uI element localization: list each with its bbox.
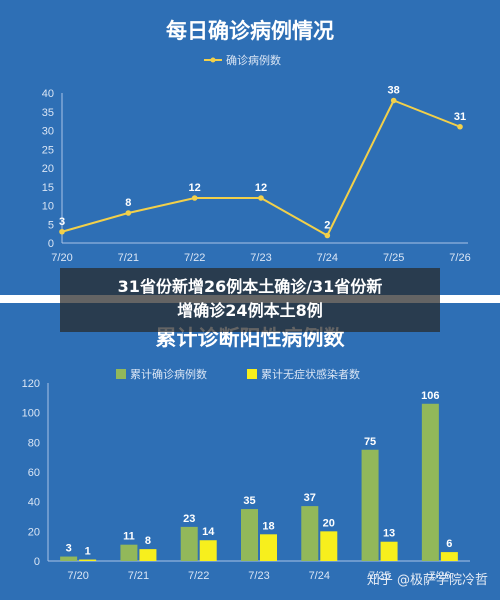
bar-asymptomatic-label: 1 [85,546,91,558]
bar-x-tick-label: 7/25 [369,570,390,582]
bar-y-tick-label: 100 [22,408,40,420]
line-y-tick-label: 5 [48,219,54,231]
line-y-tick-label: 10 [42,201,54,213]
bar-confirmed-label: 37 [304,492,316,504]
bar-y-tick-label: 80 [28,437,40,449]
bar-y-tick-label: 120 [22,378,40,390]
bar-asymptomatic [199,540,217,561]
line-legend-marker [210,57,216,63]
line-point [457,123,463,130]
bar-asymptomatic [139,549,157,561]
line-y-tick-label: 20 [42,163,54,175]
bar-confirmed [361,449,379,561]
bar-confirmed [301,506,319,561]
bar-confirmed [421,403,439,561]
bar-x-tick-label: 7/23 [248,570,269,582]
bar-asymptomatic [320,531,338,561]
line-data-label: 12 [255,182,267,194]
bar-asymptomatic [79,559,97,561]
bar-y-tick-label: 0 [34,556,40,568]
line-x-tick-label: 7/22 [184,252,205,264]
bar-confirmed-label: 3 [66,543,72,555]
bar-asymptomatic-label: 8 [145,535,151,547]
bar-confirmed [180,526,198,561]
line-point [125,210,132,216]
bar-confirmed [120,544,138,561]
bar-legend-swatch-confirmed [116,369,126,379]
line-y-tick-label: 15 [42,182,54,194]
bar-confirmed-label: 106 [421,390,439,402]
line-point [258,195,264,201]
line-y-tick-label: 0 [48,238,54,250]
bar-y-tick-label: 60 [28,467,40,479]
line-chart-axes: 0 5 10 15 20 25 30 35 40 7/20 7/21 7/22 7/23 7/24 7/25… [42,88,471,264]
line-data-label: 38 [388,85,400,97]
bar-x-tick-label: 7/20 [67,570,88,582]
bar-y-tick-label: 20 [28,526,40,538]
bar-confirmed-label: 75 [364,436,376,448]
bar-asymptomatic [260,534,277,561]
line-y-tick-label: 35 [42,107,54,119]
headline-caption: 31省份新增26例本土确诊/31省份新 增确诊24例本土8例 [60,268,440,332]
bar-x-tick-label: 7/24 [309,570,330,582]
daily-cases-line-chart: 每日确诊病例情况 确诊病例数 0 5 10 15 20 25 30 35 40 7/20 7/21 7… [42,19,471,264]
line-x-tick-label: 7/20 [51,252,72,264]
bar-asymptomatic-label: 14 [202,526,215,538]
line-data-label: 12 [189,182,201,194]
bar-confirmed-label: 35 [243,495,255,507]
line-y-tick-label: 30 [42,126,54,138]
bar-x-tick-label: 7/22 [188,570,209,582]
bar-asymptomatic-label: 20 [323,517,335,529]
bar-y-tick-label: 40 [28,497,40,509]
line-x-tick-label: 7/25 [383,252,404,264]
line-y-tick-label: 40 [42,88,54,100]
bar-asymptomatic [440,552,458,561]
line-data-label: 3 [59,216,65,228]
bar-confirmed [60,556,78,561]
bar-confirmed [241,509,258,561]
bar-legend-label-asymptomatic: 累计无症状感染者数 [261,367,360,381]
line-x-tick-label: 7/23 [250,252,271,264]
line-point [324,232,331,239]
line-x-tick-label: 7/26 [449,252,470,264]
watermark: 知乎 @极萨学院冷哲 [366,573,488,588]
headline-line-1: 31省份新增26例本土确诊/31省份新 [117,277,383,296]
daily-cases-panel: 每日确诊病例情况 确诊病例数 0 5 10 15 20 25 30 35 40 7/20 7/21 7… [0,0,500,295]
bar-confirmed-label: 11 [123,531,135,543]
line-chart-title: 每日确诊病例情况 [166,19,334,43]
bar-x-tick-label: 7/21 [128,570,149,582]
bar-asymptomatic [380,541,398,561]
line-point [191,195,198,201]
line-y-tick-label: 25 [42,144,54,156]
line-data-label: 2 [324,220,330,232]
line-x-tick-label: 7/24 [317,252,338,264]
line-point [390,97,397,104]
line-x-tick-label: 7/21 [118,252,139,264]
bar-confirmed-label: 23 [183,513,195,525]
cumulative-cases-bar-chart: 累计诊断阳性病例数 累计确诊病例数 累计无症状感染者数 020406080100… [22,326,470,582]
line-data-label: 8 [125,197,131,209]
line-series-confirmed [61,99,461,237]
cumulative-cases-panel: 累计诊断阳性病例数 累计确诊病例数 累计无症状感染者数 0 20 40 60 80 100… [0,303,500,600]
bar-asymptomatic-label: 6 [446,538,452,550]
line-legend-label: 确诊病例数 [226,53,281,67]
bar-x-tick-label: 7/26 [429,570,450,582]
bar-legend-label-confirmed: 累计确诊病例数 [130,367,207,381]
line-point [59,228,65,235]
headline-line-2: 增确诊24例本土8例 [177,301,323,320]
bar-legend-swatch-asymptomatic [247,369,257,379]
bar-asymptomatic-label: 18 [262,520,274,532]
line-data-label: 31 [454,111,466,123]
bar-asymptomatic-label: 13 [383,528,395,540]
